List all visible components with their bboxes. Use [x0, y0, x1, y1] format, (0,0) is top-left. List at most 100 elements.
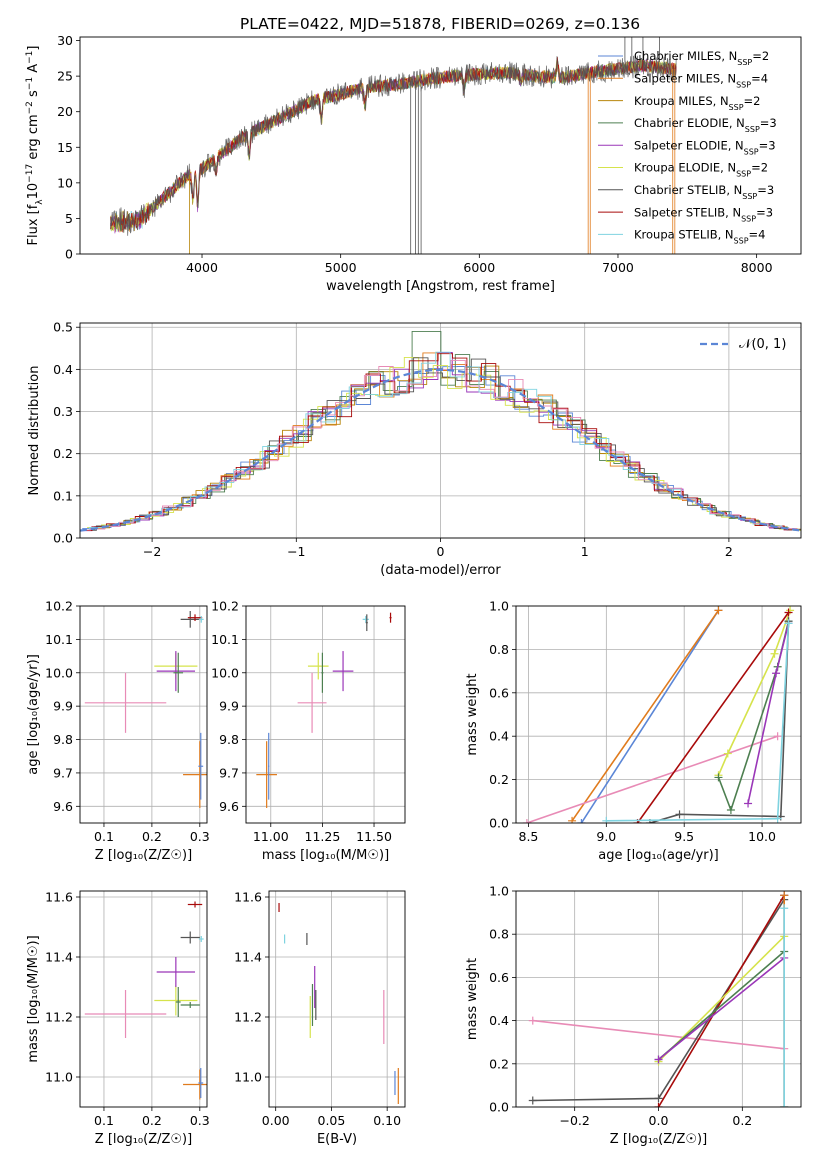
x-axis-label: (data-model)/error	[380, 563, 501, 578]
y-tick-label: 9.7	[53, 765, 73, 780]
data-point	[307, 652, 329, 680]
x-axis-label: Z [log₁₀(Z/Z☉)]	[95, 1132, 192, 1147]
y-tick-label: 10.1	[211, 632, 239, 647]
data-point	[180, 611, 200, 628]
label-part: ]	[26, 46, 41, 51]
series-marker	[784, 619, 793, 628]
x-tick-label: 8.5	[519, 829, 539, 844]
x-tick-label: 9.5	[674, 829, 694, 844]
figure-title: PLATE=0422, MJD=51878, FIBERID=0269, z=0…	[240, 15, 640, 33]
y-tick-label: 0.2	[53, 446, 73, 461]
x-tick-label: 9.0	[596, 829, 616, 844]
x-tick-label: 5000	[325, 260, 357, 275]
y-tick-label: 1.0	[489, 884, 509, 899]
data-point	[321, 652, 324, 693]
series-marker	[654, 1055, 663, 1064]
spectrum-panel: 4000 5000 6000 7000 8000 0 5 10 15 20 25 30 waveleng…	[25, 33, 802, 294]
series-marker	[654, 1103, 663, 1107]
series	[780, 904, 789, 1107]
legend-subscript: SSP	[742, 192, 757, 201]
series-marker	[772, 669, 781, 678]
legend-subscript: SSP	[734, 236, 749, 245]
series-lines	[522, 606, 795, 823]
x-tick-label: 8000	[741, 260, 773, 275]
mass-vs-metallicity-panel: 0.1 0.2 0.3 11.0 11.2 11.4 11.6 Z [log₁₀(Z/Z☉)]…	[26, 890, 210, 1148]
grid-and-ticks: −0.2 0.0 0.2 0.0 0.2 0.4 0.6 0.8 1.0	[489, 884, 801, 1128]
series-line	[636, 612, 790, 823]
x-axis-label: age [log₁₀(age/yr)]	[598, 848, 719, 863]
series	[568, 606, 723, 823]
data-point	[362, 616, 369, 623]
x-tick-label: 0.3	[190, 1113, 210, 1128]
x-tick-label: 2	[725, 544, 733, 559]
y-tick-label: 25	[57, 69, 73, 84]
label-part: erg cm	[26, 114, 41, 163]
y-tick-label: 15	[57, 140, 73, 155]
series-marker	[784, 608, 793, 617]
legend-entry: Kroupa ELODIE, NSSP=2	[634, 161, 768, 179]
x-tick-label: −0.2	[559, 1113, 589, 1128]
data-point	[256, 741, 277, 808]
legend-value: =2	[752, 49, 769, 63]
series-line	[526, 735, 778, 823]
legend-entry: Chabrier ELODIE, NSSP=3	[634, 116, 777, 134]
y-tick-label: 9.8	[53, 732, 73, 747]
data-point	[156, 651, 196, 692]
legend-text: Chabrier MILES, N	[634, 49, 737, 63]
legend-entry: Chabrier STELIB, NSSP=3	[634, 183, 774, 201]
legend-entry: Salpeter ELODIE, NSSP=3	[634, 138, 776, 156]
y-tick-label: 10	[57, 175, 73, 190]
label-part: 10	[26, 183, 41, 200]
data-point	[183, 1069, 207, 1100]
legend-subscript: SSP	[741, 214, 756, 223]
y-tick-label: 0.6	[489, 685, 509, 700]
x-tick-label: 0.2	[142, 1113, 162, 1128]
y-tick-label: 0.2	[489, 1056, 509, 1071]
age-vs-metallicity-panel: 0.1 0.2 0.3 9.6 9.7 9.8 9.9 10.0 10.1 10.2 Z [log₁…	[26, 599, 210, 864]
data-point	[332, 651, 354, 692]
axes-frame	[515, 605, 802, 824]
series-marker	[577, 819, 586, 823]
y-tick-label: 0.0	[489, 816, 509, 831]
series-marker	[654, 1094, 663, 1103]
data-point	[180, 931, 200, 944]
x-tick-label: 1	[581, 544, 589, 559]
y-tick-label: 9.6	[53, 799, 73, 814]
y-tick-label: 9.7	[219, 765, 239, 780]
label-part: s	[26, 90, 41, 101]
x-axis-label: Z [log₁₀(Z/Z☉)]	[95, 848, 192, 863]
spectrum-lines	[110, 37, 677, 254]
label-part: −1	[25, 51, 35, 64]
y-tick-label: 11.4	[45, 950, 73, 965]
x-tick-label: 0.10	[373, 1113, 401, 1128]
series-marker	[602, 816, 611, 823]
label-part: λ	[35, 199, 45, 205]
legend-text: Salpeter ELODIE, N	[634, 138, 744, 152]
y-tick-label: 10.2	[211, 599, 239, 614]
series-line	[532, 1019, 785, 1050]
y-axis-label: mass [log₁₀(M/M☉)]	[26, 935, 41, 1062]
y-tick-label: 0.4	[489, 1013, 509, 1028]
series-marker	[675, 810, 684, 819]
legend-value: =4	[751, 72, 768, 86]
histograms	[80, 330, 801, 532]
y-tick-label: 11.6	[45, 890, 73, 905]
y-tick-label: 10.0	[45, 665, 73, 680]
y-tick-label: 0.1	[53, 488, 73, 503]
series-marker	[726, 805, 735, 814]
grid-and-ticks: 0.1 0.2 0.3 11.0 11.2 11.4 11.6	[45, 890, 210, 1129]
legend-text: Salpeter MILES, N	[634, 72, 736, 86]
y-tick-label: 9.8	[219, 732, 239, 747]
errorbars	[278, 903, 399, 1104]
series-marker	[528, 1016, 537, 1025]
legend: Chabrier MILES, N SSP =2 Salpeter MILES, N S…	[598, 49, 777, 245]
axes-frame	[79, 605, 208, 824]
x-tick-label: 6000	[463, 260, 495, 275]
series	[602, 619, 793, 823]
data-point	[268, 732, 270, 800]
axes-frame	[515, 890, 802, 1108]
x-tick-label: 11.25	[305, 829, 341, 844]
series-marker	[714, 606, 723, 615]
legend: 𝒩(0, 1)	[700, 337, 786, 352]
